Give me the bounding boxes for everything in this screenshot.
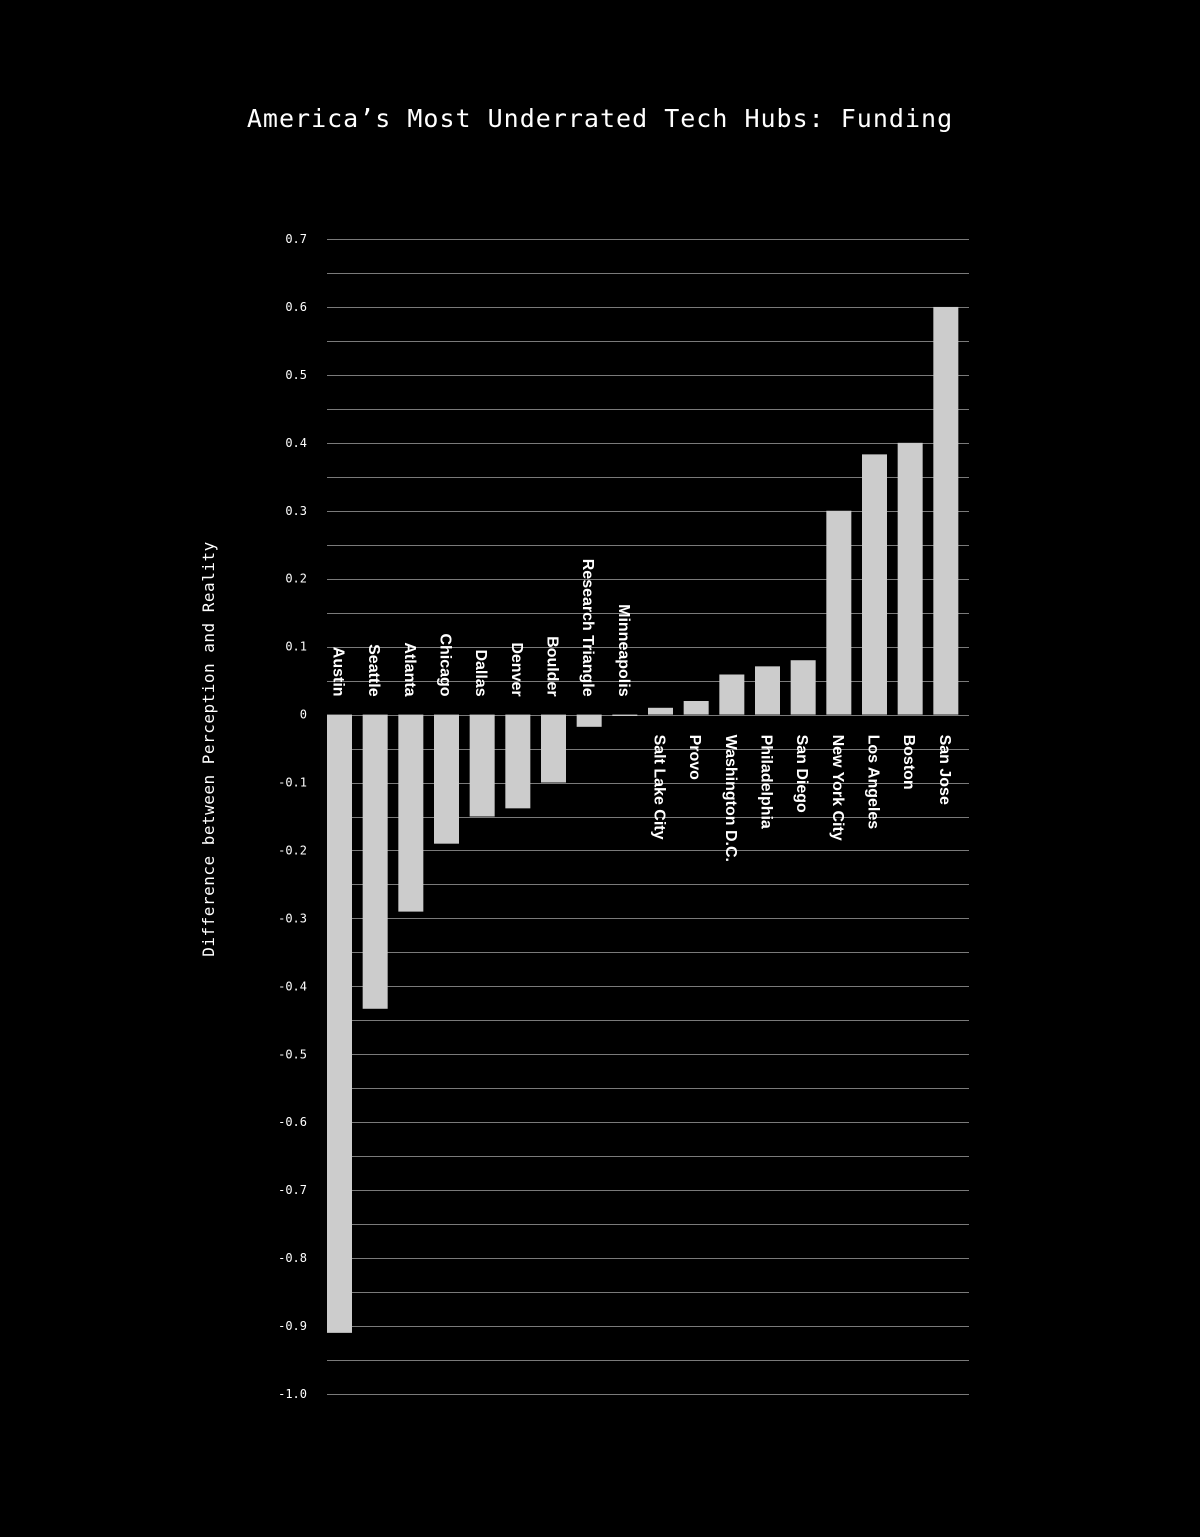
category-label: Atlanta: [401, 642, 418, 696]
category-label: Seattle: [365, 644, 382, 697]
y-tick-label: 0.4: [285, 436, 307, 450]
y-tick-label: 0.3: [285, 504, 307, 518]
bar-provo: [683, 701, 709, 715]
y-tick-labels: 0.7 0.6 0.5 0.4 0.3 0.2 0.1 0 -0.1 -0.2 -0.3 -0.4 -0…: [278, 232, 307, 1401]
category-label: Dallas: [472, 649, 489, 696]
y-tick-label: -0.7: [278, 1183, 307, 1197]
y-tick-label: 0.6: [285, 300, 307, 314]
y-tick-label: 0.2: [285, 572, 307, 586]
bar-austin: [327, 714, 352, 1333]
y-tick-label: 0.5: [285, 368, 307, 382]
bar-chicago: [434, 714, 459, 844]
y-tick-label: -0.4: [278, 979, 307, 993]
y-axis-label: Difference between Perception and Realit…: [199, 541, 218, 956]
y-tick-label: -0.2: [278, 843, 307, 857]
y-tick-label: -0.5: [278, 1047, 307, 1061]
y-tick-label: -0.8: [278, 1251, 307, 1265]
y-tick-label: -1.0: [278, 1387, 307, 1401]
category-label: San Diego: [793, 735, 810, 813]
category-label: Research Triangle: [579, 559, 596, 697]
bar-los-angeles: [862, 454, 887, 715]
category-label: Philadelphia: [758, 735, 775, 829]
y-tick-label: 0: [300, 708, 307, 722]
y-tick-label: -0.1: [278, 776, 307, 790]
bar-washington-d-c-: [719, 674, 745, 715]
category-label: Los Angeles: [865, 735, 882, 830]
category-label: Washington D.C.: [722, 735, 739, 862]
bar-research-triangle: [576, 714, 602, 727]
category-label: Boulder: [544, 636, 561, 696]
y-tick-label: -0.3: [278, 911, 307, 925]
category-label: Chicago: [437, 633, 454, 696]
bar-boston: [897, 442, 923, 715]
category-label: Austin: [330, 647, 347, 697]
category-labels: Austin Seattle Atlanta Chicago Dallas Denver B…: [330, 559, 953, 862]
bar-seattle: [362, 714, 388, 1009]
bar-salt-lake-city: [648, 707, 673, 715]
category-label: Denver: [508, 642, 525, 696]
category-label: Boston: [900, 735, 917, 790]
bars: [327, 306, 959, 1333]
bar-minneapolis: [612, 714, 638, 716]
category-label: Salt Lake City: [651, 735, 668, 840]
bar-atlanta: [398, 714, 424, 912]
y-tick-label: -0.6: [278, 1115, 307, 1129]
bar-dallas: [469, 714, 495, 817]
bar-san-jose: [933, 306, 959, 715]
bar-san-diego: [790, 660, 816, 715]
bar-philadelphia: [755, 666, 780, 715]
y-tick-label: 0.1: [285, 640, 307, 654]
category-label: Provo: [686, 735, 703, 781]
category-label: San Jose: [936, 735, 953, 805]
category-label: Minneapolis: [615, 604, 632, 697]
chart-title: America’s Most Underrated Tech Hubs: Fun…: [246, 104, 954, 133]
y-tick-label: -0.9: [278, 1319, 307, 1333]
y-tick-label: 0.7: [285, 232, 307, 246]
category-label: New York City: [829, 735, 846, 841]
bar-new-york-city: [826, 510, 852, 715]
bar-denver: [505, 714, 531, 809]
bar-boulder: [541, 714, 566, 783]
